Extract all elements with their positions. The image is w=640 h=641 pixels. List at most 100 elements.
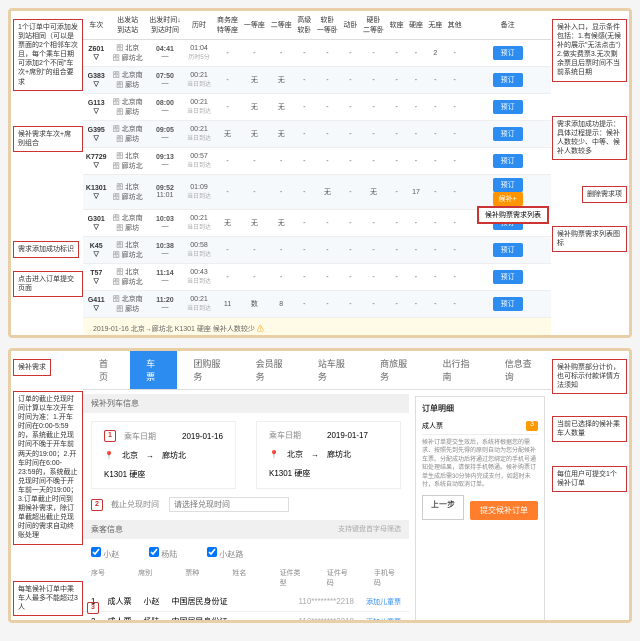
seat-cell: -	[314, 121, 341, 148]
stations: 图 北京图 廊坊北	[109, 264, 145, 291]
times: 07:50—	[146, 67, 184, 94]
train-row: T57▽图 北京图 廊坊北11:14—00:43当日到达-----------预…	[83, 264, 551, 291]
nav-tab[interactable]: 商旅服务	[364, 351, 426, 389]
seat-cell: -	[387, 175, 406, 210]
book-button[interactable]: 预订	[493, 297, 523, 311]
seat-cell: 无	[314, 175, 341, 210]
book-button[interactable]: 预订	[493, 154, 523, 168]
seat-cell: -	[406, 67, 425, 94]
col-header: 出发站到达站	[109, 11, 145, 40]
callout: 点击进入订单提交页面	[13, 271, 83, 297]
seat-cell: 2	[426, 40, 445, 67]
book-button[interactable]: 预订	[493, 100, 523, 114]
train-no: G383▽	[83, 67, 109, 94]
seat-cell: -	[426, 291, 445, 318]
train-no: T57▽	[83, 264, 109, 291]
waitlist-plus-button[interactable]: 候补+	[493, 192, 523, 206]
seat-cell: -	[406, 40, 425, 67]
seat-cell: -	[341, 67, 360, 94]
adult-count: 3	[526, 421, 538, 431]
times: 08:00—	[146, 94, 184, 121]
seat-cell: -	[314, 291, 341, 318]
times: 11:14—	[146, 264, 184, 291]
add-child-link[interactable]: 添加儿童票	[366, 597, 401, 607]
seat-cell: -	[214, 94, 241, 121]
seat-cell: -	[360, 94, 387, 121]
callout: 每笔候补订单中乘车人最多不能超过3人	[13, 581, 83, 616]
prev-button[interactable]: 上一步	[422, 495, 464, 520]
nav-tab[interactable]: 首页	[83, 351, 130, 389]
seat-cell: -	[295, 237, 314, 264]
seat-cell: 无	[268, 121, 295, 148]
seat-cell: 数	[241, 291, 268, 318]
submit-waitlist-button[interactable]: 提交候补订单	[470, 501, 538, 520]
book-button[interactable]: 预订	[493, 270, 523, 284]
nav-tab[interactable]: 出行指南	[426, 351, 488, 389]
callout: 每位用户可提交1个候补订单	[552, 466, 627, 492]
seat-cell: -	[295, 210, 314, 237]
seat-cell: -	[241, 264, 268, 291]
add-child-link[interactable]: 添加儿童票	[366, 617, 401, 624]
stations: 图 北京南图 廊坊	[109, 210, 145, 237]
nav-tab[interactable]: 信息查询	[489, 351, 551, 389]
train-row: G113▽图 北京南图 廊坊08:00—00:21当日到达-无无--------…	[83, 94, 551, 121]
book-button[interactable]: 预订	[493, 73, 523, 87]
waitlist-order-panel: 首页车票团购服务会员服务站车服务商旅服务出行指南信息查询 候补列车信息 1乘车日…	[8, 348, 632, 623]
nav-tab[interactable]: 站车服务	[302, 351, 364, 389]
passenger-checkbox[interactable]: 小赵	[91, 547, 141, 560]
train-no: K45▽	[83, 237, 109, 264]
book-button[interactable]: 预订	[493, 178, 523, 192]
callout: 候补购票部分计价，也可标示付款详情方法须知	[552, 359, 627, 394]
book-button[interactable]: 预订	[493, 127, 523, 141]
times: 11:20—	[146, 291, 184, 318]
ticket-col: 序号	[91, 568, 118, 588]
seat-cell: -	[426, 210, 445, 237]
ticket-col: 票种	[185, 568, 212, 588]
nav-tab[interactable]: 车票	[130, 351, 177, 389]
duration: 01:09当日到达	[184, 175, 214, 210]
col-header: 历时	[184, 11, 214, 40]
seat-cell: -	[295, 148, 314, 175]
train-no: G301▽	[83, 210, 109, 237]
passenger-checkbox[interactable]: 小赵路	[207, 547, 257, 560]
col-header: 软卧一等卧	[314, 11, 341, 40]
ticket-col: 证件号码	[327, 568, 354, 588]
nav-tab[interactable]: 团购服务	[177, 351, 239, 389]
seat-cell: -	[360, 264, 387, 291]
section-passenger: 乘客信息	[91, 524, 123, 535]
stations: 图 北京图 廊坊北	[109, 237, 145, 264]
train-row: G395▽图 北京南图 廊坊09:05—00:21当日到达无无无--------…	[83, 121, 551, 148]
book-button[interactable]: 预订	[493, 46, 523, 60]
seat-cell: -	[314, 237, 341, 264]
col-header: 高级软卧	[295, 11, 314, 40]
stations: 图 北京图 廊坊北	[109, 40, 145, 67]
train-row: G411▽图 北京南图 廊坊11:20—00:21当日到达11数8-------…	[83, 291, 551, 318]
col-header: 其他	[445, 11, 464, 40]
col-header: 二等座	[268, 11, 295, 40]
callout: 候补入口，显示条件包括：1.有候感(无候补的展示"无法点击"）2.做实费票3.无…	[552, 19, 627, 82]
seat-cell: -	[445, 67, 464, 94]
times: 09:05—	[146, 121, 184, 148]
ticket-col: 证件类型	[280, 568, 307, 588]
callout: 候补需求车次+席别组合	[13, 126, 83, 152]
nav-tabs: 首页车票团购服务会员服务站车服务商旅服务出行指南信息查询	[83, 351, 551, 390]
seat-cell: -	[426, 121, 445, 148]
seat-cell: -	[314, 94, 341, 121]
passenger-checkbox[interactable]: 杨陆	[149, 547, 199, 560]
book-button[interactable]: 预订	[493, 243, 523, 257]
duration: 00:43当日到达	[184, 264, 214, 291]
seat-cell: -	[445, 210, 464, 237]
seat-cell: -	[387, 237, 406, 264]
deadline-input[interactable]	[169, 497, 289, 512]
passenger-row: 2成人票杨陆中国居民身份证110********2218添加儿童票	[83, 612, 409, 623]
duration: 00:21当日到达	[184, 121, 214, 148]
seat-cell: -	[445, 148, 464, 175]
seat-cell: -	[387, 121, 406, 148]
train-no: G411▽	[83, 291, 109, 318]
seat-cell: -	[314, 148, 341, 175]
nav-tab[interactable]: 会员服务	[240, 351, 302, 389]
col-header: 出发时间↓到达时间	[146, 11, 184, 40]
train-no: G113▽	[83, 94, 109, 121]
col-header: 备注	[464, 11, 551, 40]
seat-cell: -	[268, 264, 295, 291]
